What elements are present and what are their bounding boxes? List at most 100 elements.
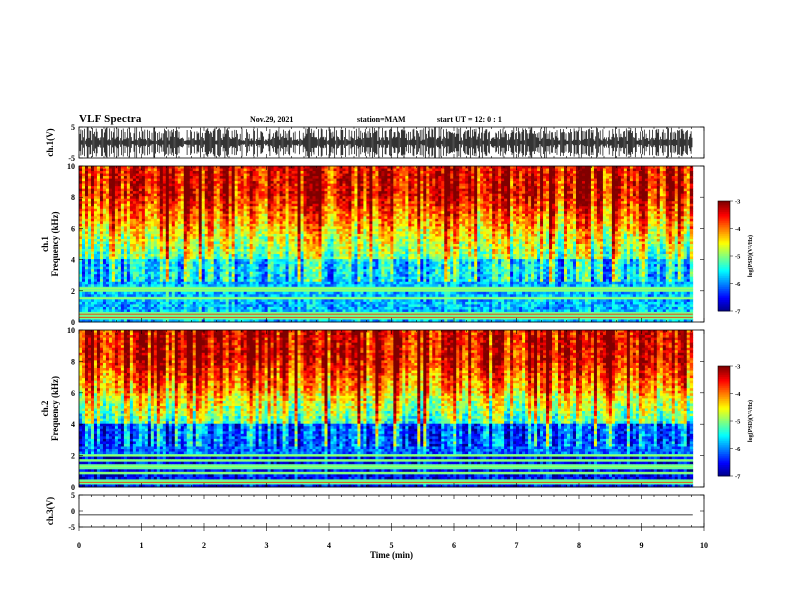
spectrogram-cell xyxy=(261,284,266,288)
spectrogram-cell xyxy=(273,228,277,232)
spectrogram-cell xyxy=(261,176,266,179)
spectrogram-cell xyxy=(222,176,227,179)
spectrogram-cell xyxy=(309,201,313,205)
spectrogram-cell xyxy=(201,203,206,207)
spectrogram-cell xyxy=(189,188,194,192)
spectrogram-cell xyxy=(198,246,203,250)
spectrogram-cell xyxy=(291,281,295,285)
spectrogram-cell xyxy=(237,178,242,182)
spectrogram-cell xyxy=(108,216,113,220)
spectrogram-cell xyxy=(171,316,176,320)
spectrogram-cell xyxy=(300,206,304,210)
spectrogram-cell xyxy=(108,279,113,283)
spectrogram-cell xyxy=(195,218,200,222)
spectrogram-cell xyxy=(99,198,104,202)
spectrogram-cell xyxy=(123,193,128,197)
spectrogram-cell xyxy=(168,198,173,202)
spectrogram-cell xyxy=(285,188,289,192)
spectrogram-cell xyxy=(213,188,218,192)
spectrogram-cell xyxy=(252,168,257,172)
spectrogram-cell xyxy=(123,171,128,174)
spectrogram-cell xyxy=(84,304,89,308)
spectrogram-cell xyxy=(225,276,230,280)
spectrogram-cell xyxy=(87,241,92,245)
spectrogram-cell xyxy=(102,168,107,172)
spectrogram-cell xyxy=(225,256,230,260)
spectrogram-cell xyxy=(198,238,203,242)
spectrogram-cell xyxy=(84,264,89,268)
spectrogram-cell xyxy=(204,221,209,225)
spectrogram-cell xyxy=(129,319,134,323)
spectrogram-cell xyxy=(192,281,197,285)
spectrogram-cell xyxy=(120,173,125,177)
spectrogram-cell xyxy=(306,171,310,174)
spectrogram-cell xyxy=(111,259,116,263)
spectrogram-cell xyxy=(138,233,143,237)
spectrogram-cell xyxy=(108,294,113,298)
spectrogram-cell xyxy=(150,299,155,303)
spectrogram-cell xyxy=(102,264,107,268)
spectrogram-cell xyxy=(96,309,101,313)
spectrogram-cell xyxy=(87,261,92,265)
spectrogram-cell xyxy=(174,236,179,240)
spectrogram-cell xyxy=(309,223,313,227)
spectrogram-cell xyxy=(90,269,95,273)
spectrogram-cell xyxy=(213,316,218,320)
spectrogram-cell xyxy=(189,176,194,179)
spectrogram-cell xyxy=(81,266,86,270)
spectrogram-cell xyxy=(219,309,224,313)
spectrogram-cell xyxy=(252,241,257,245)
spectrogram-cell xyxy=(246,226,251,230)
spectrogram-cell xyxy=(222,276,227,280)
spectrogram-cell xyxy=(282,259,286,263)
spectrogram-cell xyxy=(93,279,98,283)
spectrogram-cell xyxy=(204,299,209,303)
spectrogram-cell xyxy=(138,193,143,197)
spectrogram-cell xyxy=(147,203,152,207)
spectrogram-cell xyxy=(225,176,230,179)
spectrogram-cell xyxy=(240,311,245,315)
spectrogram-cell xyxy=(141,311,146,315)
spectrogram-cell xyxy=(252,203,257,207)
y-tick-label: -5 xyxy=(68,154,75,163)
spectrogram-cell xyxy=(90,259,95,263)
spectrogram-cell xyxy=(168,316,173,320)
spectrogram-cell xyxy=(144,203,149,207)
spectrogram-cell xyxy=(108,201,113,205)
spectrogram-cell xyxy=(216,281,221,285)
spectrogram-cell xyxy=(300,228,304,232)
spectrogram-cell xyxy=(87,203,92,207)
spectrogram-cell xyxy=(79,284,83,288)
spectrogram-cell xyxy=(300,168,304,172)
spectrogram-cell xyxy=(153,311,158,315)
spectrogram-cell xyxy=(249,264,254,268)
spectrogram-cell xyxy=(255,218,260,222)
spectrogram-cell xyxy=(261,251,266,255)
spectrogram-cell xyxy=(288,266,292,270)
spectrogram-cell xyxy=(120,221,125,225)
spectrogram-cell xyxy=(288,223,292,227)
spectrogram-cell xyxy=(249,206,254,210)
spectrogram-cell xyxy=(186,249,191,252)
spectrogram-cell xyxy=(210,221,215,225)
spectrogram-cell xyxy=(96,279,101,283)
spectrogram-cell xyxy=(162,276,167,280)
spectrogram-cell xyxy=(285,246,289,250)
spectrogram-cell xyxy=(90,291,95,295)
spectrogram-cell xyxy=(79,226,83,230)
spectrogram-cell xyxy=(204,216,209,220)
spectrogram-cell xyxy=(174,223,179,227)
spectrogram-cell xyxy=(204,254,209,257)
spectrogram-cell xyxy=(177,228,182,232)
spectrogram-cell xyxy=(156,254,161,257)
spectrogram-cell xyxy=(141,231,146,235)
spectrogram-cell xyxy=(117,316,122,320)
spectrogram-cell xyxy=(240,266,245,270)
spectrogram-cell xyxy=(144,186,149,190)
spectrogram-cell xyxy=(186,271,191,275)
spectrogram-cell xyxy=(180,299,185,303)
spectrogram-cell xyxy=(111,254,116,257)
spectrogram-cell xyxy=(96,249,101,252)
spectrogram-cell xyxy=(117,171,122,174)
spectrogram-cell xyxy=(135,251,140,255)
